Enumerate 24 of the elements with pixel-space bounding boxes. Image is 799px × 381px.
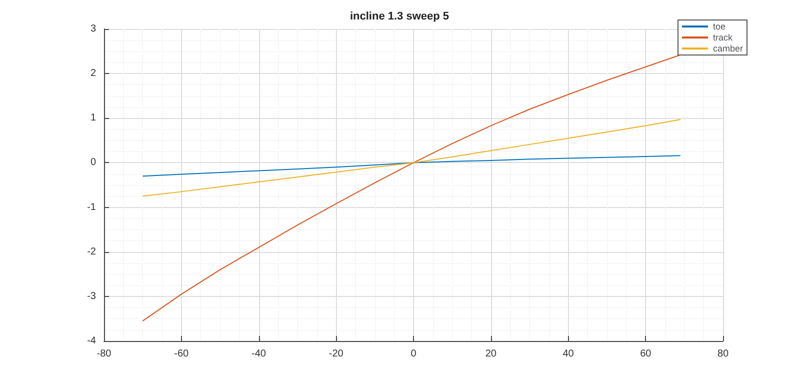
x-tick-label: 0 [410,348,417,360]
legend-label: track [712,32,733,42]
y-tick-label: 3 [90,24,96,34]
line-series [142,155,681,177]
line-series [142,118,681,197]
x-tick-label: -60 [174,348,190,360]
y-tick-label: -1 [87,202,96,213]
legend-label: camber [712,44,744,54]
y-tick-label: 0 [90,157,96,168]
y-tick-label: -3 [87,290,96,302]
y-tick-label: -4 [87,336,96,346]
x-tick-label: 80 [717,348,729,360]
x-tick-label: 20 [485,348,497,360]
y-tick-label: -2 [87,246,96,258]
x-tick-label: 40 [562,348,574,360]
line-series [142,54,681,322]
x-tick-label: -40 [252,348,266,360]
legend-label: toe [712,22,726,32]
chart-title: incline 1.3 sweep 5 [350,10,450,22]
y-tick-label: 1 [90,112,96,124]
x-tick-label: -80 [96,348,112,360]
x-tick-label: 60 [640,348,652,360]
x-tick-label: -20 [328,348,344,360]
y-tick-label: 2 [90,68,96,80]
